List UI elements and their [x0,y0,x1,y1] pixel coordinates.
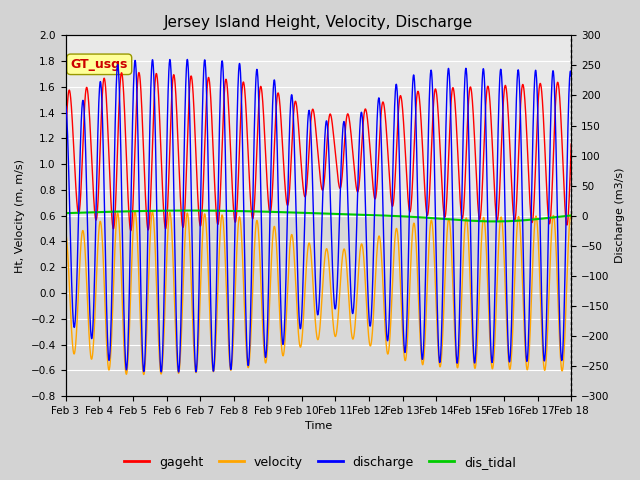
dis_tidal [492,218,499,224]
discharge [61,103,69,108]
Bar [65,216,572,396]
dis_tidal [523,217,531,223]
dis_tidal [333,211,340,217]
velocity [568,213,575,218]
velocity [344,283,352,289]
gageht [344,111,352,117]
velocity [140,372,148,377]
Bar [65,36,572,216]
gageht [203,87,211,93]
discharge [537,265,545,271]
Line: dis_tidal: dis_tidal [65,211,572,221]
velocity [537,309,545,314]
dis_tidal [568,213,575,218]
Y-axis label: Discharge (m3/s): Discharge (m3/s) [615,168,625,264]
velocity [61,230,69,236]
Legend: gageht, velocity, discharge, dis_tidal: gageht, velocity, discharge, dis_tidal [119,451,521,474]
gageht [333,167,341,173]
dis_tidal [186,208,193,214]
gageht [61,141,69,146]
discharge [184,57,191,62]
Line: velocity: velocity [65,212,572,374]
velocity [131,209,139,215]
discharge [333,288,341,293]
X-axis label: Time: Time [305,421,332,432]
dis_tidal [61,210,69,216]
discharge [175,369,182,375]
gageht [537,83,545,89]
Title: Jersey Island Height, Velocity, Discharge: Jersey Island Height, Velocity, Discharg… [164,15,473,30]
dis_tidal [465,218,473,224]
dis_tidal [344,211,351,217]
gageht [127,228,134,234]
dis_tidal [203,208,211,214]
discharge [568,73,575,79]
Line: gageht: gageht [65,72,572,231]
discharge [465,164,473,170]
Text: GT_usgs: GT_usgs [70,58,128,71]
discharge [523,359,531,364]
discharge [203,107,211,112]
velocity [465,257,473,263]
velocity [203,237,211,242]
dis_tidal [537,216,545,222]
gageht [568,141,575,147]
velocity [523,366,531,372]
gageht [465,89,473,95]
discharge [344,204,352,209]
Y-axis label: Ht, Velocity (m, m/s): Ht, Velocity (m, m/s) [15,159,25,273]
Line: discharge: discharge [65,60,572,372]
gageht [135,70,143,75]
gageht [523,136,531,142]
velocity [333,326,341,332]
